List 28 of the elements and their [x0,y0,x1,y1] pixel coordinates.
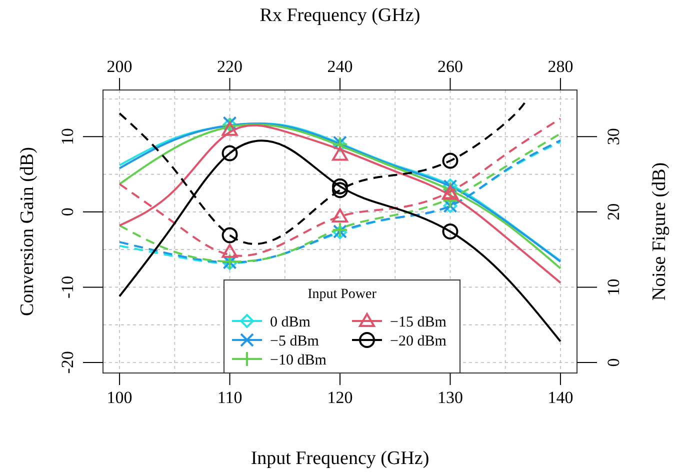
x-tick-label: 110 [217,388,242,408]
y2-axis-title: Noise Figure (dB) [649,162,670,301]
y-axis-title: Conversion Gain (dB) [17,147,38,316]
y2-tick-label: 0 [604,358,623,367]
x2-tick-label: 280 [548,57,574,76]
legend-label: −10 dBm [270,352,327,368]
x2-tick-label: 260 [437,57,463,76]
y2-tick-label: 30 [604,128,623,146]
y-tick-label: -10 [58,276,77,299]
x-tick-label: 100 [106,388,132,408]
x-tick-label: 120 [327,388,353,408]
x2-tick-label: 220 [217,57,243,76]
legend-label: 0 dBm [270,314,311,330]
y-tick-label: 0 [58,208,77,216]
y2-tick-label: 20 [604,203,623,220]
x2-tick-label: 200 [106,57,132,76]
legend-title: Input Power [308,287,377,302]
x2-tick-label: 240 [327,57,353,76]
y2-tick-label: 10 [604,278,623,296]
y-tick-label: -20 [58,351,77,374]
x-tick-label: 140 [548,388,574,408]
x-tick-label: 130 [437,388,463,408]
legend-label: −15 dBm [390,314,447,330]
legend-label: −20 dBm [390,333,447,350]
legend-label: −5 dBm [270,333,320,350]
x-axis-title: Input Frequency (GHz) [250,448,430,469]
y-tick-label: 10 [58,128,77,146]
x2-axis-title: Rx Frequency (GHz) [260,5,420,26]
